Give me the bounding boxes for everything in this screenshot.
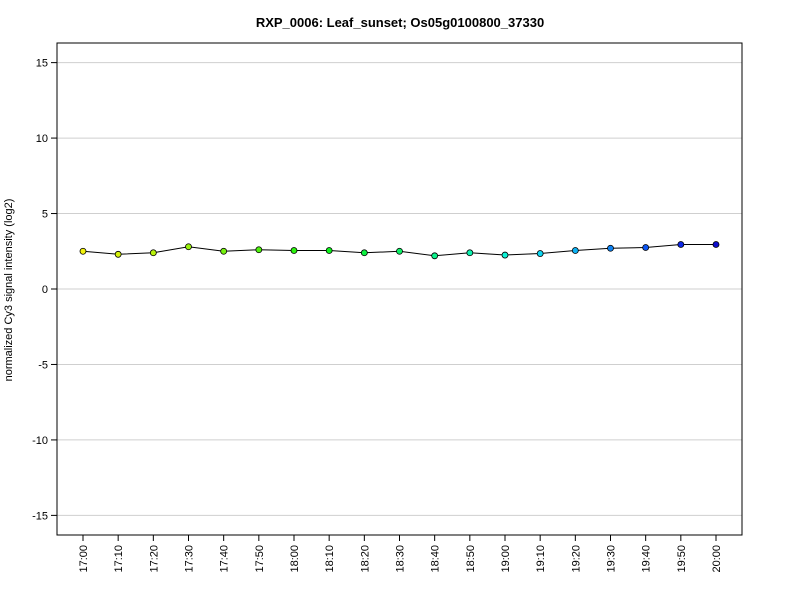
x-tick-label: 17:00 [78,545,90,573]
x-tick-label: 17:30 [184,545,196,573]
x-tick-label: 17:20 [148,545,160,573]
data-point [642,244,650,251]
data-point [325,247,333,254]
x-tick-label: 19:20 [570,545,582,573]
data-point [396,247,403,255]
x-tick-label: 17:50 [254,545,266,573]
x-tick-label: 19:30 [606,545,618,573]
y-axis-label: normalized Cy3 signal intensity (log2) [3,199,15,382]
x-tick-label: 19:50 [676,545,688,573]
data-point [220,247,228,255]
y-tick-label: -5 [38,359,48,371]
y-tick-label: 10 [36,133,48,145]
x-axis: 17:00 17:10 17:20 17:30 17:40 17:50 18:00 18:10… [78,534,723,573]
x-tick-label: 18:10 [324,545,336,573]
data-point [712,241,720,248]
x-tick-label: 18:40 [430,545,442,573]
y-tick-label: -15 [32,510,48,522]
data-point [607,244,614,252]
grid-lines [57,62,742,516]
data-point [677,241,685,248]
data-point [360,249,368,257]
data-point [290,247,298,254]
y-tick-label: -10 [32,435,48,447]
x-tick-label: 17:10 [113,545,125,573]
chart-title: RXP_0006: Leaf_sunset; Os05g0100800_3733… [256,15,544,30]
data-point [185,243,192,251]
x-tick-label: 17:40 [219,545,231,573]
data-point [114,250,122,258]
x-tick-label: 19:40 [641,545,653,573]
data-point [571,247,579,254]
data-point [431,252,439,260]
data-point [501,251,509,259]
x-tick-label: 18:30 [395,545,407,573]
data-point [79,247,87,255]
x-tick-label: 18:50 [465,545,477,573]
x-tick-label: 19:00 [500,545,512,573]
x-tick-label: 19:10 [535,545,547,573]
x-tick-label: 18:00 [289,545,301,573]
data-point [149,249,157,257]
x-tick-label: 18:20 [359,545,371,573]
series [79,241,720,260]
y-axis: -15 -10 -5 0 5 10 15 [32,58,57,522]
x-tick-label: 20:00 [711,545,723,573]
y-tick-label: 5 [42,209,48,221]
data-point [536,250,544,257]
y-tick-label: 15 [36,58,48,70]
data-point [466,249,474,257]
y-tick-label: 0 [42,284,48,296]
data-point [255,246,263,254]
